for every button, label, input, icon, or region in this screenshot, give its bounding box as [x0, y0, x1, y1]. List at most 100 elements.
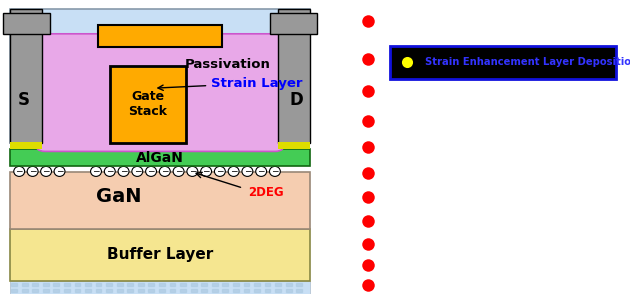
Circle shape — [118, 166, 129, 176]
Text: AlGaN: AlGaN — [136, 151, 184, 165]
Bar — [244, 289, 249, 292]
Text: −: − — [147, 167, 155, 176]
Bar — [286, 289, 292, 292]
Bar — [32, 289, 38, 292]
Bar — [233, 283, 239, 286]
Circle shape — [105, 166, 115, 176]
Text: −: − — [244, 167, 251, 176]
Circle shape — [54, 166, 65, 176]
Bar — [64, 283, 70, 286]
Bar — [222, 289, 228, 292]
Text: −: − — [92, 167, 100, 176]
Text: S: S — [18, 91, 30, 109]
Text: −: − — [188, 167, 196, 176]
Bar — [85, 289, 91, 292]
FancyBboxPatch shape — [278, 142, 311, 149]
Circle shape — [41, 166, 52, 176]
Text: GaN: GaN — [96, 188, 141, 206]
Bar — [96, 283, 101, 286]
Circle shape — [173, 166, 184, 176]
Bar — [159, 283, 165, 286]
Bar — [296, 289, 302, 292]
Text: Gate
Stack: Gate Stack — [129, 90, 168, 118]
Text: −: − — [230, 167, 238, 176]
Bar — [296, 283, 302, 286]
Text: Buffer Layer: Buffer Layer — [107, 247, 213, 263]
Text: D: D — [289, 91, 303, 109]
Circle shape — [242, 166, 253, 176]
Circle shape — [228, 166, 239, 176]
Text: Strain Enhancement Layer Deposition: Strain Enhancement Layer Deposition — [425, 57, 630, 68]
Bar — [169, 283, 175, 286]
Bar — [180, 283, 186, 286]
Text: −: − — [216, 167, 224, 176]
Text: Strain Layer: Strain Layer — [158, 77, 303, 90]
Bar — [222, 283, 228, 286]
Text: −: − — [120, 167, 127, 176]
Text: −: − — [56, 167, 63, 176]
Bar — [180, 289, 186, 292]
Text: 2DEG: 2DEG — [248, 186, 284, 199]
Bar — [202, 283, 207, 286]
Bar — [254, 289, 260, 292]
Bar — [202, 289, 207, 292]
FancyBboxPatch shape — [9, 172, 311, 229]
FancyBboxPatch shape — [9, 149, 311, 166]
Circle shape — [201, 166, 212, 176]
Bar — [244, 283, 249, 286]
Text: −: − — [106, 167, 113, 176]
FancyBboxPatch shape — [110, 66, 186, 143]
FancyBboxPatch shape — [278, 9, 311, 143]
Circle shape — [270, 166, 280, 176]
Text: −: − — [16, 167, 23, 176]
Circle shape — [146, 166, 156, 176]
Bar — [159, 289, 165, 292]
Bar — [265, 289, 270, 292]
Text: −: − — [175, 167, 182, 176]
FancyBboxPatch shape — [9, 281, 311, 294]
Bar — [106, 289, 112, 292]
FancyBboxPatch shape — [390, 46, 616, 79]
Bar — [127, 283, 133, 286]
Bar — [212, 283, 217, 286]
Circle shape — [214, 166, 226, 176]
Bar — [74, 283, 81, 286]
Bar — [32, 283, 38, 286]
Bar — [149, 283, 154, 286]
Bar — [169, 289, 175, 292]
Bar — [212, 289, 217, 292]
FancyBboxPatch shape — [9, 9, 311, 143]
Bar — [54, 289, 59, 292]
FancyBboxPatch shape — [9, 229, 311, 281]
Circle shape — [14, 166, 25, 176]
FancyBboxPatch shape — [9, 143, 311, 149]
Bar — [22, 289, 28, 292]
Text: −: − — [258, 167, 265, 176]
FancyBboxPatch shape — [9, 9, 42, 143]
Bar — [138, 289, 144, 292]
Circle shape — [187, 166, 198, 176]
Circle shape — [27, 166, 38, 176]
Bar — [275, 289, 281, 292]
Bar — [54, 283, 59, 286]
Circle shape — [91, 166, 101, 176]
Bar — [265, 283, 270, 286]
Bar — [191, 283, 197, 286]
Text: −: − — [161, 167, 169, 176]
Bar — [106, 283, 112, 286]
Circle shape — [159, 166, 170, 176]
Bar — [22, 283, 28, 286]
Bar — [149, 289, 154, 292]
Bar — [85, 283, 91, 286]
Text: −: − — [271, 167, 278, 176]
Bar — [254, 283, 260, 286]
FancyBboxPatch shape — [117, 104, 181, 143]
Bar — [117, 289, 123, 292]
Bar — [127, 289, 133, 292]
FancyBboxPatch shape — [35, 34, 285, 151]
Bar — [43, 283, 49, 286]
Circle shape — [256, 166, 266, 176]
Bar — [96, 289, 101, 292]
Text: −: − — [134, 167, 141, 176]
Bar — [117, 283, 123, 286]
